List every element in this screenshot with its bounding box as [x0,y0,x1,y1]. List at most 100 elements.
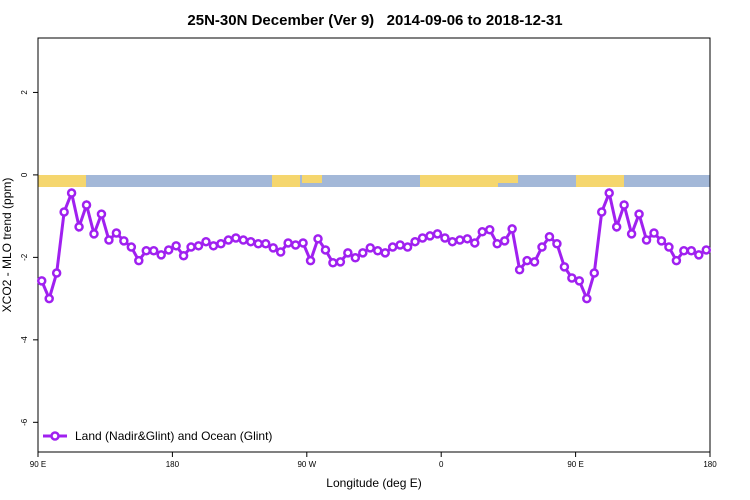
data-point [671,255,682,266]
y-tick-label: -2 [20,253,29,261]
data-point [51,268,62,278]
data-point [537,242,547,252]
data-point [410,236,420,247]
x-tick-label: 180 [703,460,717,469]
data-point [290,240,301,250]
data-point [260,239,271,249]
data-point [455,235,465,245]
x-tick-label: 90 W [297,460,316,469]
data-point [701,245,712,255]
data-point [231,233,241,243]
data-point [178,250,189,261]
data-point [626,229,637,239]
data-point [582,293,592,304]
x-tick-label: 90 E [567,460,583,469]
data-point [89,229,99,239]
data-point [126,242,137,252]
data-point [589,268,600,278]
data-point [529,257,540,267]
data-point [395,240,405,250]
data-point [567,273,577,283]
data-point [641,235,652,245]
data-point [335,257,346,267]
data-point [694,250,704,260]
data-point [104,235,114,245]
data-point [380,248,390,258]
data-point [171,241,181,251]
data-point [507,224,517,234]
data-point [74,222,84,232]
chart-title: 25N-30N December (Ver 9) 2014-09-06 to 2… [187,12,562,29]
data-point [596,207,607,217]
data-point [111,228,122,238]
legend-label: Land (Nadir&Glint) and Ocean (Glint) [75,429,272,443]
data-point [268,243,278,253]
data-point [208,241,219,251]
data-point [283,238,293,248]
data-point [313,234,323,244]
data-point [619,200,629,210]
data-point [81,200,92,210]
data-point [417,233,428,243]
data-point [66,188,77,198]
data-point [44,293,54,304]
data-point [328,257,338,268]
data-point [522,255,532,266]
data-point [365,243,376,253]
y-tick-label: 0 [20,172,29,177]
x-tick-label: 0 [439,460,444,469]
data-point [223,235,234,245]
data-point [552,239,562,249]
data-point [432,229,443,239]
land-ocean-strip [38,175,710,187]
data-point [372,246,383,256]
y-tick-label: -4 [20,336,29,344]
data-point [499,236,510,246]
data-point [447,236,458,247]
data-point [246,236,256,247]
data-point [320,245,331,255]
data-point [425,231,435,241]
data-point [574,276,585,286]
data-point [387,242,398,252]
data-point [402,242,413,252]
data-point [544,232,555,242]
data-point [134,255,144,266]
data-point [664,242,674,252]
data-point [514,264,525,275]
data-point [238,235,249,245]
data-point [96,209,107,219]
data-point [275,247,286,257]
data-point [470,238,480,248]
data-point [462,234,473,244]
data-point [350,253,361,263]
y-tick-label: 2 [20,90,29,95]
y-tick-label: -6 [20,418,29,426]
x-tick-label: 180 [166,460,180,469]
data-point [216,239,226,249]
data-point [305,255,316,266]
data-point [119,236,129,246]
data-point [298,238,308,248]
data-point [686,246,697,256]
data-point [186,242,196,252]
data-point [492,239,502,249]
legend-marker [50,431,60,441]
y-axis-label: XCO2 - MLO trend (ppm) [0,178,14,313]
data-point [141,246,152,256]
data-point [201,236,211,247]
data-point [484,224,495,235]
data-point [343,248,353,258]
data-point [193,241,204,251]
data-point [59,207,69,217]
data-point [253,239,264,249]
data-point [634,209,644,219]
x-axis-label: Longitude (deg E) [326,476,421,490]
data-point [440,233,450,243]
data-point [148,246,159,256]
data-point [477,227,488,237]
data-point [679,246,689,256]
data-point [156,250,166,260]
x-tick-label: 90 E [30,460,46,469]
